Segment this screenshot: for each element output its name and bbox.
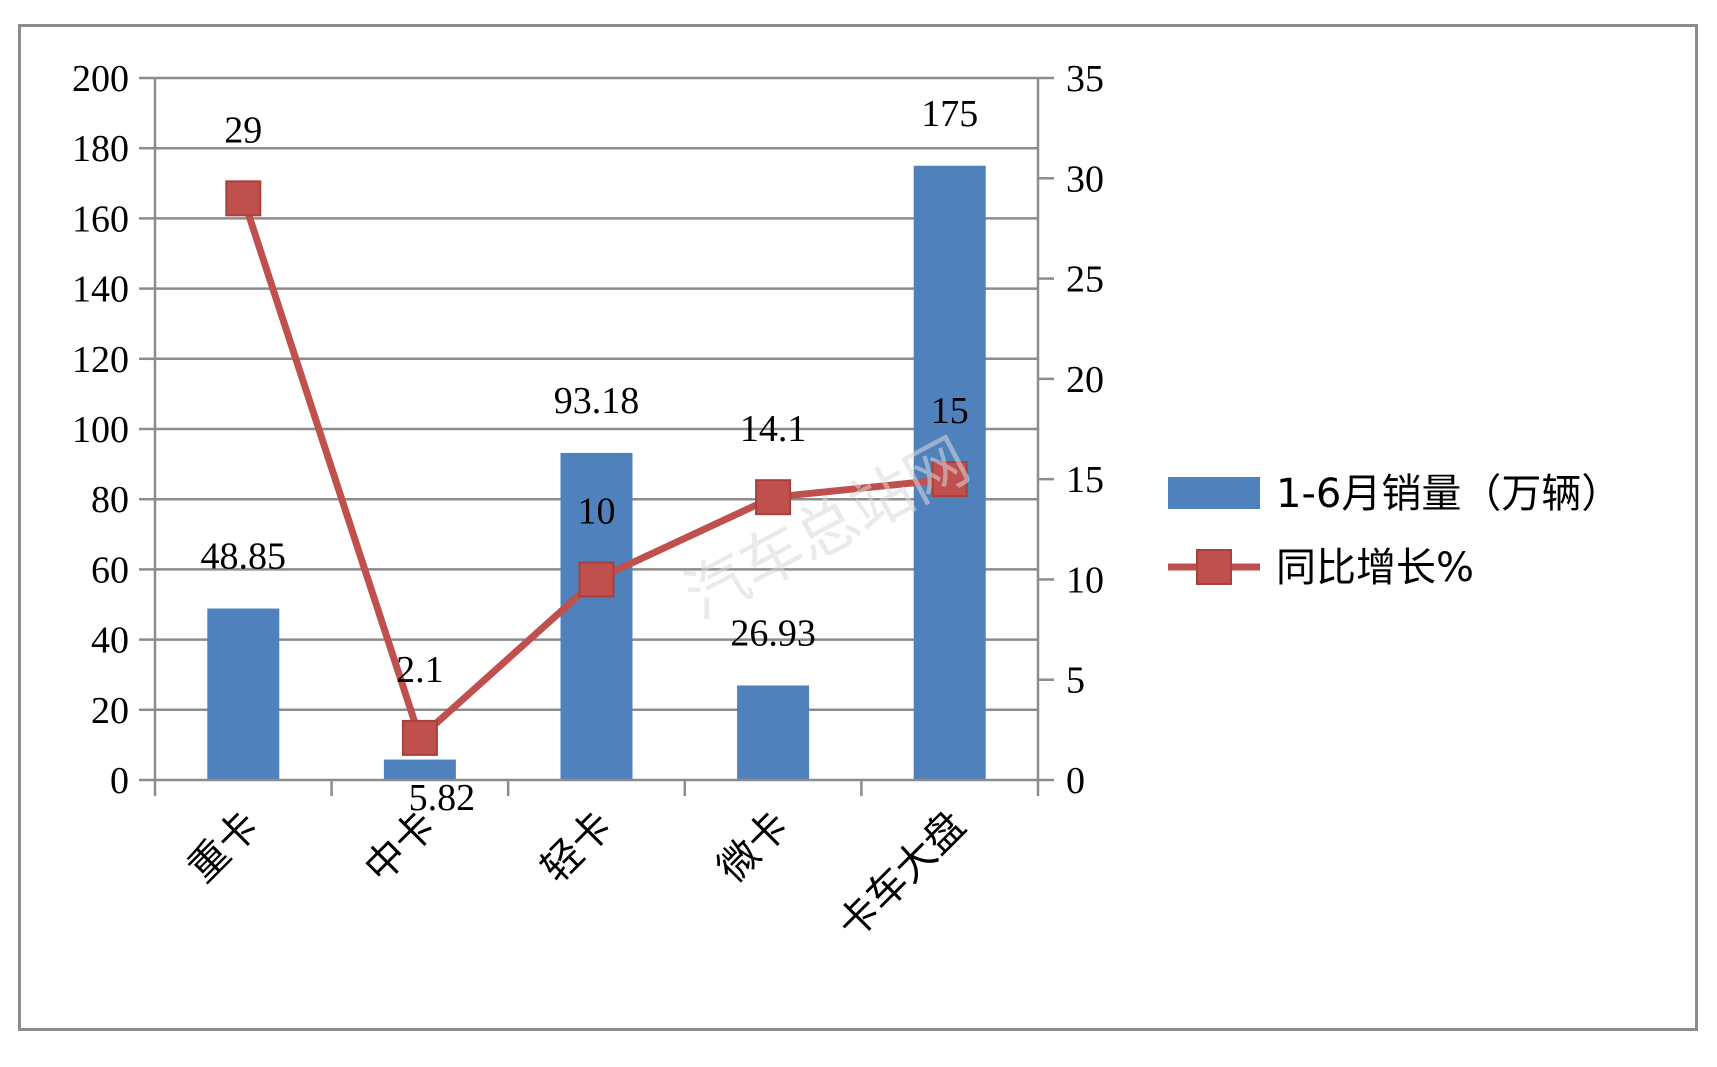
category-label: 轻卡 [532,803,621,892]
left-tick-label: 100 [72,409,129,451]
left-tick-label: 60 [91,549,129,591]
right-tick-label: 0 [1066,760,1085,802]
bar-data-label: 175 [921,93,978,135]
bar-data-label: 93.18 [554,380,640,422]
gridlines [155,76,1038,712]
right-tick-label: 10 [1066,559,1104,601]
bar [737,685,810,780]
left-tick-label: 20 [91,690,129,732]
line-data-label: 10 [578,490,616,532]
line-marker [578,561,615,598]
right-tick-label: 5 [1066,660,1085,702]
line-data-label: 14.1 [740,408,807,450]
line-marker [931,461,968,498]
chart-frame [18,24,1698,1031]
right-axis-ticks: 0 5 10 15 20 25 30 35 [1038,58,1104,802]
legend-marker [1196,549,1232,585]
legend: 1-6月销量（万辆） 同比增长% [1168,471,1621,591]
left-tick-label: 200 [72,58,129,100]
right-tick-label: 30 [1066,158,1104,200]
line-marker [401,719,438,756]
line-data-labels: 29 2.1 10 14.1 15 [224,109,968,691]
left-tick-label: 80 [91,479,129,521]
category-label: 重卡 [179,803,268,892]
bar-data-label: 26.93 [730,612,816,654]
line-marker [225,180,262,217]
line-marker [755,479,792,516]
line-data-label: 29 [224,109,262,151]
bar-data-labels: 48.85 5.82 93.18 26.93 175 [201,93,979,819]
left-tick-label: 0 [110,760,129,802]
legend-label-line: 同比增长% [1276,545,1474,591]
left-axis-ticks: 0 20 40 60 80 100 120 140 160 180 200 [72,58,155,802]
line-data-label: 15 [931,390,969,432]
legend-swatch-bar [1168,477,1260,509]
bar [383,759,456,780]
right-tick-label: 15 [1066,459,1104,501]
legend-label-bar: 1-6月销量（万辆） [1276,471,1621,517]
category-labels: 重卡 中卡 轻卡 微卡 卡车大盘 [179,803,974,949]
left-tick-label: 180 [72,128,129,170]
right-tick-label: 25 [1066,259,1104,301]
right-tick-label: 20 [1066,359,1104,401]
left-tick-label: 40 [91,620,129,662]
line-data-label: 2.1 [396,649,444,691]
bar-data-label: 5.82 [409,777,476,819]
left-tick-label: 140 [72,269,129,311]
line-series [225,180,968,756]
left-tick-label: 120 [72,339,129,381]
bar [560,452,633,780]
left-tick-label: 160 [72,198,129,240]
category-label: 卡车大盘 [829,803,975,949]
bar [207,608,280,780]
category-label: 微卡 [709,803,798,892]
right-tick-label: 35 [1066,58,1104,100]
bar-data-label: 48.85 [201,536,287,578]
